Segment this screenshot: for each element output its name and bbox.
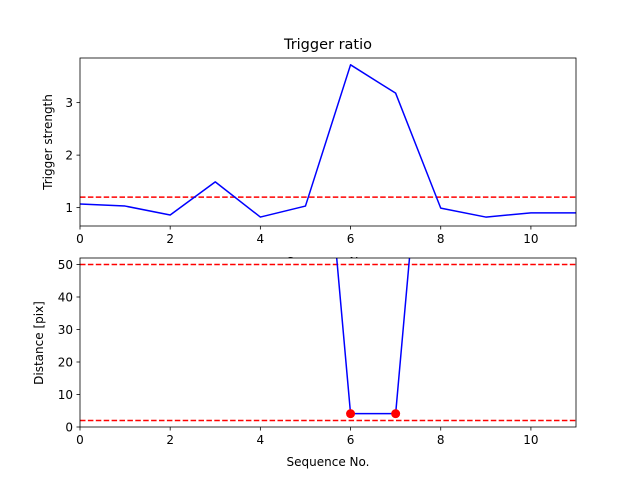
x-tick-label: 6 (347, 232, 355, 246)
y-tick-label: 10 (58, 388, 73, 402)
x-tick-label: 4 (257, 433, 265, 447)
data-layer (80, 258, 576, 422)
y-tick-label: 2 (65, 148, 73, 162)
x-tick-label: 10 (523, 232, 538, 246)
subplot-title: Trigger ratio (283, 37, 372, 53)
x-tick-label: 0 (76, 232, 84, 246)
x-tick-label: 8 (437, 433, 445, 447)
y-axis-label: Trigger strength (41, 94, 55, 191)
x-tick-label: 8 (437, 232, 445, 246)
series-line (335, 258, 411, 415)
data-point (346, 409, 356, 419)
x-tick-label: 10 (523, 433, 538, 447)
y-tick-label: 30 (58, 323, 73, 337)
x-tick-label: 4 (257, 232, 265, 246)
plot-area (80, 258, 576, 427)
axes-frame (79, 57, 577, 227)
x-tick-label: 6 (347, 433, 355, 447)
y-tick-label: 3 (65, 96, 73, 110)
x-tick-label: 0 (76, 433, 84, 447)
series-line (80, 64, 576, 218)
data-layer (80, 64, 576, 218)
x-tick-label: 2 (166, 433, 174, 447)
trigger-ratio-subplot: Trigger ratio Trigger strength 0 2 4 6 8 1012… (41, 37, 577, 269)
distance-subplot: Distance [pix] 0 2 4 6 8 10 0 10 20 30 40 50 Sequenc… (32, 257, 577, 469)
y-tick-label: 50 (58, 258, 73, 272)
x-axis-label: Sequence No. (287, 455, 370, 469)
axes-frame (79, 257, 577, 428)
y-tick-label: 0 (65, 420, 73, 434)
data-point (391, 409, 401, 419)
y-tick-label: 1 (65, 201, 73, 215)
x-tick-label: 2 (166, 232, 174, 246)
plot-area (80, 58, 576, 226)
y-tick-label: 40 (58, 290, 73, 304)
y-axis-label: Distance [pix] (32, 301, 46, 385)
y-tick-label: 20 (58, 355, 73, 369)
